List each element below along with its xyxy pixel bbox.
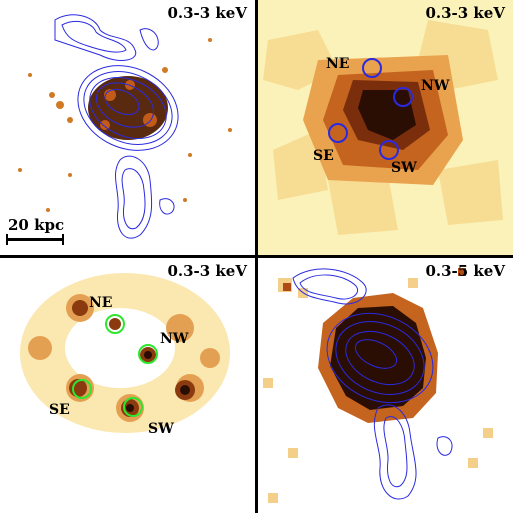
region-label-se: SE — [313, 148, 334, 164]
region-label-nw: NW — [421, 78, 450, 94]
region-label-sw: SW — [391, 160, 417, 176]
region-label-se: SE — [49, 402, 70, 418]
panel-bottom-left: 0.3-3 keV NE NW SE SW — [0, 258, 255, 513]
region-label-sw: SW — [148, 421, 174, 437]
panel-bottom-right: 0.3-5 keV — [258, 258, 513, 513]
voronoi-binned-image — [263, 20, 503, 235]
hardness-image-contours — [263, 268, 493, 503]
energy-band-label: 0.3-3 keV — [167, 262, 247, 280]
panel-top-left: 0.3-3 keV 20 kpc — [0, 0, 255, 255]
scale-bar-label: 20 kpc — [8, 216, 65, 234]
panel-top-right: 0.3-3 keV NE NW SE SW — [258, 0, 513, 255]
region-label-nw: NW — [160, 331, 189, 347]
xray-image-contours — [18, 14, 232, 239]
region-label-ne: NE — [326, 56, 350, 72]
region-label-ne: NE — [89, 295, 113, 311]
energy-band-label: 0.3-3 keV — [425, 4, 505, 22]
energy-band-label: 0.3-5 keV — [425, 262, 505, 280]
residual-image — [20, 273, 230, 433]
energy-band-label: 0.3-3 keV — [167, 4, 247, 22]
scale-bar — [6, 234, 64, 245]
